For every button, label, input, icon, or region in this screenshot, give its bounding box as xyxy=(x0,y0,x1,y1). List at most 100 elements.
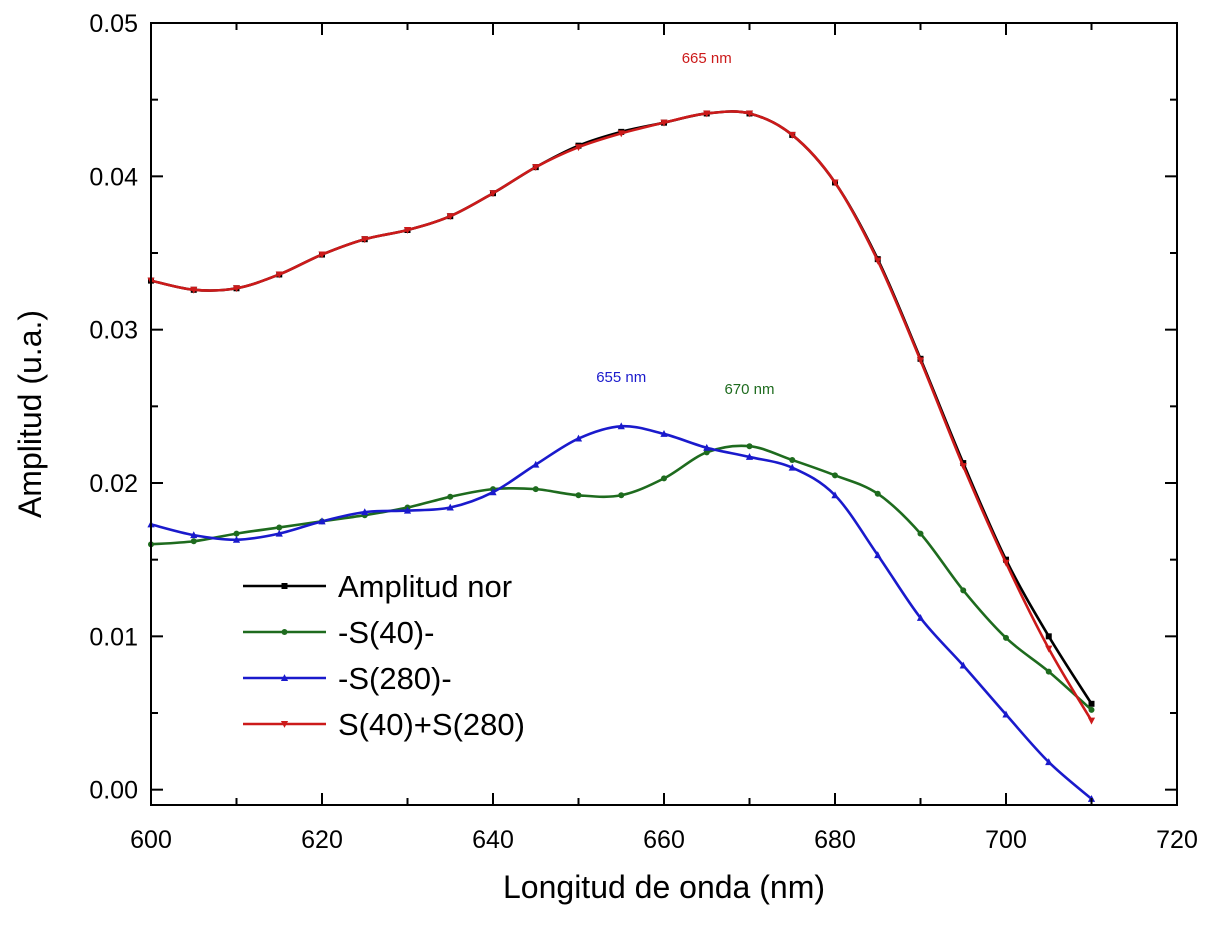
data-point xyxy=(874,490,881,497)
data-point xyxy=(617,130,625,138)
data-point xyxy=(532,164,540,172)
series-line xyxy=(150,424,1093,800)
data-point xyxy=(275,271,283,279)
legend-item: Amplitud nor xyxy=(243,569,512,604)
data-point xyxy=(1045,633,1052,640)
legend-label: -S(280)- xyxy=(338,661,452,696)
data-point xyxy=(1045,668,1052,675)
y-axis-title: Amplitud (u.a.) xyxy=(12,310,48,518)
data-point xyxy=(745,453,754,460)
data-point xyxy=(532,460,540,468)
data-point xyxy=(703,110,711,118)
x-tick-label: 620 xyxy=(301,826,343,854)
legend-item: -S(280)- xyxy=(243,661,452,696)
data-point xyxy=(190,538,197,545)
data-point xyxy=(361,508,369,516)
data-point xyxy=(1045,758,1053,766)
data-point xyxy=(403,506,412,514)
data-point xyxy=(446,213,454,221)
data-point xyxy=(574,144,583,152)
y-tick-label: 0.04 xyxy=(89,163,138,191)
legend-label: Amplitud nor xyxy=(338,569,512,604)
data-point xyxy=(661,475,667,482)
data-point xyxy=(617,422,625,430)
x-tick-label: 720 xyxy=(1156,826,1198,854)
y-tick-label: 0.02 xyxy=(89,470,138,498)
legend-swatch-marker xyxy=(280,674,289,681)
legend-swatch-marker xyxy=(281,583,288,589)
x-tick-label: 600 xyxy=(130,826,172,854)
data-point xyxy=(703,449,710,456)
y-tick-label: 0.05 xyxy=(89,10,138,38)
data-point xyxy=(575,492,582,499)
data-point xyxy=(318,517,326,525)
x-tick-label: 640 xyxy=(472,826,514,854)
data-point xyxy=(959,463,967,471)
data-point xyxy=(361,236,369,244)
legend-swatch-marker xyxy=(280,721,289,728)
data-point xyxy=(917,530,924,537)
data-point xyxy=(788,463,796,471)
data-point xyxy=(1087,717,1096,725)
x-tick-label: 660 xyxy=(643,826,685,854)
y-tick-label: 0.03 xyxy=(89,317,138,345)
annotation-label: 670 nm xyxy=(724,381,774,398)
data-point xyxy=(832,472,838,479)
data-point xyxy=(190,531,198,539)
data-point xyxy=(1002,559,1010,567)
data-point xyxy=(960,587,967,594)
data-point xyxy=(447,493,454,500)
x-tick-label: 700 xyxy=(985,826,1027,854)
data-point xyxy=(489,488,497,496)
data-point xyxy=(831,179,839,187)
data-point xyxy=(916,357,925,365)
legend-label: -S(40)- xyxy=(338,615,434,650)
legend: Amplitud nor -S(40)- -S(280)- S(40)+S(280) xyxy=(243,569,525,742)
y-tick-label: 0.00 xyxy=(89,777,138,805)
data-point xyxy=(1045,645,1053,653)
annotation-label: 655 nm xyxy=(596,369,646,386)
series-3 xyxy=(147,110,1096,725)
data-point xyxy=(233,530,240,537)
series-line xyxy=(150,110,1093,705)
series-line xyxy=(150,444,1093,711)
data-point xyxy=(660,430,668,437)
legend-item: S(40)+S(280) xyxy=(243,707,525,742)
data-point xyxy=(703,443,711,451)
axes-layer: 600 620 640 660 680 700 720 0.00 0.01 0.02 0.03 0.0… xyxy=(89,10,1198,854)
data-point xyxy=(446,503,454,511)
series-1 xyxy=(148,443,1095,713)
data-point xyxy=(318,251,326,259)
x-tick-label: 680 xyxy=(814,826,856,854)
plot-frame xyxy=(150,22,1178,806)
data-point xyxy=(874,257,882,265)
data-point xyxy=(959,661,967,669)
legend-item: -S(40)- xyxy=(243,615,434,650)
data-point xyxy=(489,190,497,198)
data-point xyxy=(1088,700,1095,707)
data-point xyxy=(574,434,583,442)
data-point xyxy=(232,535,241,543)
data-point xyxy=(532,486,539,493)
data-point xyxy=(1088,706,1095,713)
data-point xyxy=(831,491,839,499)
data-point xyxy=(1002,710,1010,718)
series-0 xyxy=(148,110,1095,707)
data-point xyxy=(916,614,925,621)
series-2 xyxy=(147,422,1096,802)
data-point xyxy=(190,286,198,294)
data-point xyxy=(788,131,796,139)
data-point xyxy=(660,119,668,127)
y-tick-label: 0.01 xyxy=(89,623,138,651)
series-layer xyxy=(147,110,1096,802)
data-point xyxy=(746,443,753,450)
data-point xyxy=(618,492,625,499)
data-point xyxy=(789,457,796,463)
data-point xyxy=(874,551,882,559)
data-point xyxy=(232,285,241,293)
data-point xyxy=(745,110,754,118)
legend-swatch-marker xyxy=(281,629,288,635)
data-point xyxy=(276,524,283,531)
data-point xyxy=(1003,634,1009,641)
